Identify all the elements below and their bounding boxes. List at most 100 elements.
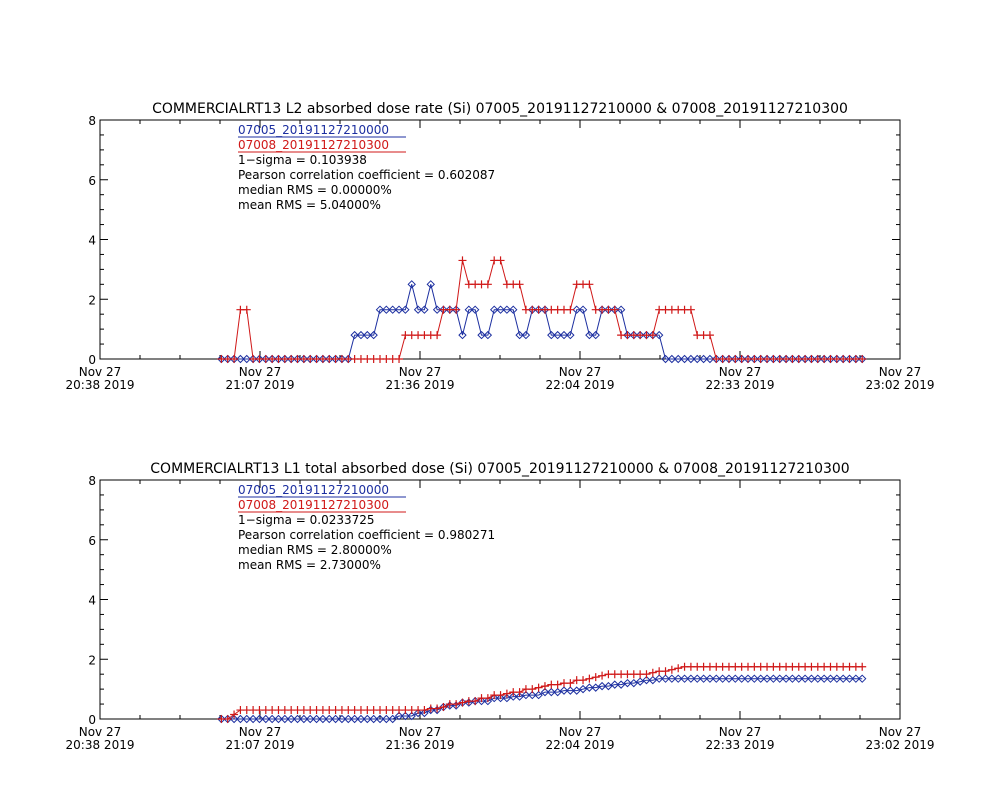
chart-1-series-1-point: [356, 330, 366, 340]
chart-1-series-2-point: [566, 305, 575, 314]
chart-1-series-1-point: [407, 280, 416, 289]
chart-2-series-1-point: [743, 674, 753, 683]
chart-2-annotation-1: 1−sigma = 0.0233725: [238, 513, 375, 527]
chart-1-plot-frame: [99, 119, 901, 360]
chart-2-series-1-point: [572, 686, 581, 695]
chart-2-legend-entry-1: 07005_20191127210000: [238, 483, 389, 497]
chart-1-series-2-point: [452, 305, 461, 314]
chart-2-series-2-point: [433, 704, 442, 713]
chart-1-series-1-point: [426, 280, 435, 289]
chart-2-series-1-point: [604, 681, 613, 691]
chart-2-series-1-point: [299, 714, 309, 724]
chart-1-annotation-2: Pearson correlation coefficient = 0.6020…: [238, 168, 495, 182]
chart-1-series-1-point: [667, 354, 677, 364]
chart-2-series-2-point: [674, 664, 683, 673]
chart-2-x-tick-label-date: Nov 27: [79, 725, 122, 739]
chart-1-x-tick-label-date: Nov 27: [239, 365, 282, 379]
chart-2-annotation-3: median RMS = 2.80000%: [238, 543, 392, 557]
chart-1-x-tick-label-time: 22:04 2019: [546, 378, 615, 392]
chart-2-series-2-point: [223, 715, 232, 723]
chart-2-series-1-point: [502, 693, 512, 703]
chart-2-series-1-point: [248, 714, 258, 724]
chart-2-series-1-point: [661, 674, 670, 683]
chart-1-series-1-point: [585, 330, 594, 340]
chart-2-series-1-point: [236, 714, 245, 724]
chart-2-series-1-point: [788, 674, 797, 683]
chart-1-series-1-point: [578, 305, 588, 314]
chart-1-x-tick-label-time: 21:36 2019: [386, 378, 455, 392]
chart-2-legend-entry-2: 07008_20191127210300: [238, 498, 389, 512]
chart-2-annotation-2: Pearson correlation coefficient = 0.9802…: [238, 528, 495, 542]
chart-1-series-1-point: [369, 330, 378, 340]
chart-1-series-1-point: [483, 330, 493, 340]
chart-1-series-1-point: [464, 305, 474, 314]
chart-2-series-1-point: [585, 683, 594, 692]
chart-1-series-1-point: [236, 354, 245, 364]
chart-1-series-1-point: [489, 305, 499, 314]
chart-1-x-tick-label-date: Nov 27: [559, 365, 602, 379]
chart-2-series-1-point: [813, 674, 823, 683]
chart-1-series-1-point: [363, 330, 372, 340]
chart-2-series-1-point: [845, 674, 854, 683]
chart-2-series-1-point: [483, 696, 493, 706]
chart-1-series-1-point: [509, 305, 518, 314]
chart-2-series-2-point: [439, 703, 448, 712]
chart-1-series-2-point: [610, 305, 619, 314]
chart-2-series-1-point: [363, 714, 372, 724]
chart-2-series-1-point: [794, 674, 803, 683]
chart-2-series-1-point: [648, 675, 658, 685]
chart-2-series-2-point: [534, 683, 543, 692]
chart-2-series-1-point: [591, 683, 600, 692]
chart-2-series-1-point: [331, 714, 340, 724]
chart-2-series-2-point: [230, 710, 239, 719]
chart-2-series-1-point: [756, 674, 765, 683]
chart-1-series-1-point: [496, 305, 505, 314]
chart-1-series-1-point: [559, 330, 569, 340]
chart-2-title: COMMERCIALRT13 L1 total absorbed dose (S…: [150, 461, 849, 477]
chart-2-series-2-point: [553, 680, 562, 689]
chart-2-series-1-point: [642, 675, 651, 685]
chart-2-series-1-point: [420, 708, 429, 718]
chart-1-series-1-point: [420, 305, 429, 314]
chart-2-series-1-point: [553, 687, 562, 697]
chart-2-series-1-point: [413, 708, 423, 718]
chart-1-series-1-point: [654, 330, 664, 340]
chart-1-series-1-point: [680, 354, 689, 364]
chart-1-annotation-1: 1−sigma = 0.103938: [238, 153, 367, 167]
chart-1-series-1-point: [553, 330, 562, 340]
chart-2-series-1-point: [515, 692, 524, 701]
chart-1-x-tick-label-date: Nov 27: [399, 365, 442, 379]
chart-2-series-1-point: [337, 714, 347, 724]
chart-2-series-1-point: [255, 714, 264, 724]
chart-1-series-2-point: [858, 355, 867, 363]
chart-1-series-2-point: [433, 331, 442, 340]
chart-2-series-2-point: [540, 682, 549, 691]
chart-2-x-tick-label-time: 22:33 2019: [706, 738, 775, 752]
chart-1-series-1-point: [458, 330, 467, 340]
chart-2-series-1-point: [762, 674, 772, 683]
chart-1-series-2-point: [496, 256, 505, 265]
chart-1-y-tick-label: 2: [88, 293, 96, 307]
chart-2-series-1-point: [832, 674, 842, 683]
chart-2-series-1-point: [693, 674, 702, 683]
chart-2-series-1-point: [775, 674, 784, 683]
chart-1-series-1-point: [616, 305, 626, 314]
chart-2-series-1-point: [737, 674, 746, 683]
chart-2-series-2-point: [858, 662, 867, 671]
chart-2-series-1-point: [261, 714, 271, 724]
chart-1-series-1-point: [375, 305, 385, 314]
chart-1-series-1-point: [413, 305, 423, 314]
chart-1-series-1-point: [705, 354, 715, 364]
chart-2-series-1-point: [394, 711, 404, 721]
chart-2-series-1-point: [851, 674, 861, 683]
chart-1-series-2-point: [648, 331, 657, 340]
chart-2-x-tick-label-time: 20:38 2019: [66, 738, 135, 752]
chart-2-series-1-point: [699, 674, 708, 683]
chart-2-series-1-point: [667, 674, 677, 683]
chart-1-x-tick-label-date: Nov 27: [719, 365, 762, 379]
chart-2-series-1-point: [242, 714, 251, 724]
chart-2-series-1-point: [325, 714, 334, 724]
chart-2-series-1-point: [857, 674, 867, 683]
